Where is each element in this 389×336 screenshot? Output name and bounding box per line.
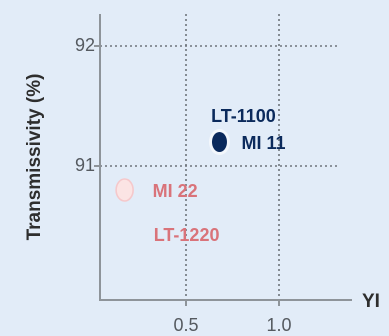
data-label: LT-1100 <box>211 106 276 126</box>
data-labels: LT-1100 MI 11 MI 22 LT-1220 <box>153 106 286 245</box>
data-label: MI 22 <box>153 181 198 201</box>
x-tick-label: 1.0 <box>266 315 291 335</box>
grid <box>100 14 338 300</box>
data-point <box>115 178 134 202</box>
y-axis-title: Transmissivity (%) <box>24 74 45 241</box>
x-tick-label: 0.5 <box>173 315 198 335</box>
axes <box>94 14 352 306</box>
tick-labels: 92 91 0.5 1.0 <box>75 35 292 335</box>
data-points <box>115 129 230 202</box>
y-tick-label: 92 <box>75 35 95 55</box>
data-label: MI 11 <box>241 133 285 153</box>
data-label: LT-1220 <box>154 225 220 245</box>
data-point <box>211 132 227 152</box>
x-axis-title: YI <box>362 291 380 312</box>
y-tick-label: 91 <box>75 155 95 175</box>
